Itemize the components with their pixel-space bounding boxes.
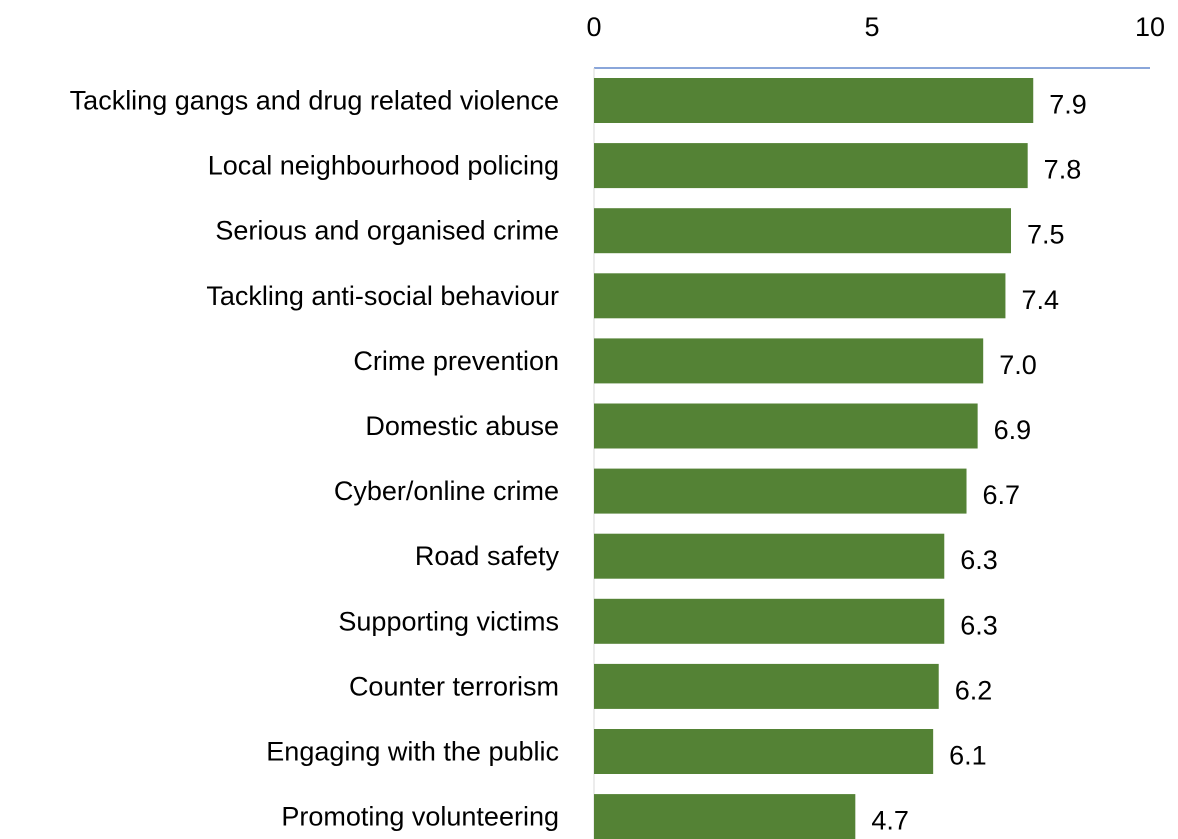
bar	[594, 208, 1011, 254]
bar	[594, 533, 945, 579]
bar	[594, 273, 1006, 319]
category-label: Serious and organised crime	[215, 216, 559, 246]
x-tick-label: 5	[864, 12, 879, 42]
category-label: Road safety	[415, 541, 560, 571]
data-label: 6.3	[960, 610, 998, 640]
category-label: Promoting volunteering	[281, 802, 559, 832]
category-label: Crime prevention	[353, 346, 559, 376]
x-tick-label: 0	[586, 12, 601, 42]
bar	[594, 794, 856, 839]
category-labels: Tackling gangs and drug related violence…	[70, 86, 560, 832]
category-label: Cyber/online crime	[334, 476, 559, 506]
data-label: 6.7	[983, 480, 1021, 510]
bar	[594, 729, 934, 774]
bar	[594, 468, 967, 514]
category-label: Local neighbourhood policing	[208, 151, 559, 181]
bar	[594, 663, 939, 709]
bar	[594, 78, 1034, 123]
bar	[594, 143, 1028, 189]
bar	[594, 598, 945, 644]
data-label: 6.3	[960, 545, 998, 575]
data-label: 7.5	[1027, 220, 1065, 250]
x-tick-labels: 0 5 10	[586, 12, 1165, 42]
data-label: 6.1	[949, 741, 987, 771]
category-label: Counter terrorism	[349, 671, 559, 701]
bar	[594, 338, 984, 384]
data-label: 7.0	[999, 350, 1037, 380]
category-label: Supporting victims	[338, 606, 559, 636]
category-label: Tackling anti-social behaviour	[206, 281, 559, 311]
bars	[594, 78, 1034, 839]
data-label: 7.4	[1021, 285, 1059, 315]
data-label: 7.9	[1049, 90, 1087, 120]
bar	[594, 403, 978, 449]
data-label: 6.9	[994, 415, 1032, 445]
category-label: Tackling gangs and drug related violence	[70, 86, 559, 116]
data-label: 4.7	[871, 806, 909, 836]
x-tick-label: 10	[1135, 12, 1165, 42]
data-labels: 7.9 7.8 7.5 7.4 7.0 6.9 6.7 6.3 6.3 6.2 6.1 4.7	[871, 90, 1086, 836]
category-label: Domestic abuse	[365, 411, 559, 441]
data-label: 7.8	[1044, 155, 1082, 185]
data-label: 6.2	[955, 675, 993, 705]
category-label: Engaging with the public	[266, 737, 559, 767]
